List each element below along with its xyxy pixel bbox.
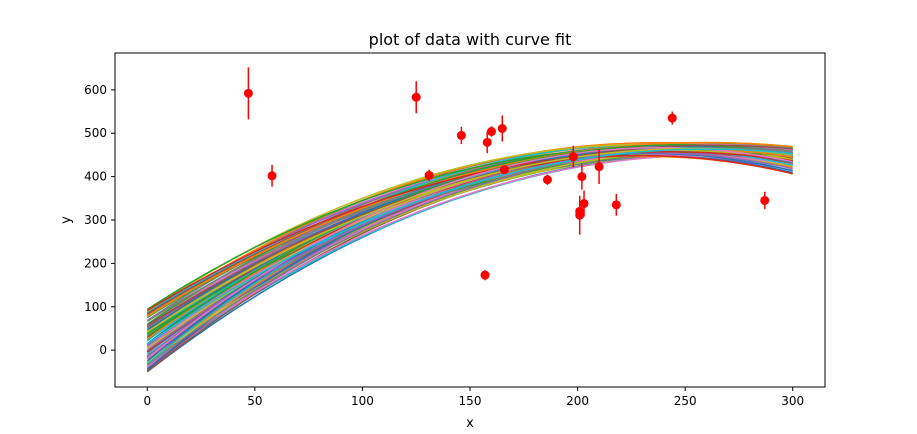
curve-fit-line [146, 151, 793, 312]
y-tick-label: 300 [84, 213, 107, 227]
chart-title: plot of data with curve fit [369, 30, 572, 49]
curve-fit-line [146, 144, 793, 327]
data-point [542, 175, 552, 185]
data-point [611, 200, 621, 210]
data-point [594, 162, 604, 172]
x-tick-label: 150 [459, 394, 482, 408]
data-point [487, 127, 497, 137]
x-tick-label: 0 [143, 394, 151, 408]
x-tick-label: 300 [781, 394, 804, 408]
curve-fit-line [146, 147, 793, 333]
x-tick-label: 100 [351, 394, 374, 408]
y-tick-label: 500 [84, 126, 107, 140]
y-tick-label: 100 [84, 300, 107, 314]
data-point [575, 206, 585, 216]
x-tick-label: 200 [566, 394, 589, 408]
data-point [482, 137, 492, 147]
x-axis-label: x [466, 416, 474, 431]
data-point [499, 165, 509, 175]
y-tick-label: 400 [84, 170, 107, 184]
curve-fit-line [146, 144, 793, 345]
data-point [577, 172, 587, 182]
data-point [480, 270, 490, 280]
curve-fit-line [146, 148, 793, 345]
x-tick-label: 250 [674, 394, 697, 408]
data-point [243, 88, 253, 98]
data-point [579, 199, 589, 209]
data-point [267, 171, 277, 181]
x-axis-ticks: 0 50 100 150 200 250 300 [143, 387, 804, 408]
data-point [760, 195, 770, 205]
y-tick-label: 200 [84, 256, 107, 270]
curve-fit-line [146, 141, 793, 317]
data-point [568, 152, 578, 162]
data-point [667, 113, 677, 123]
data-point [456, 130, 466, 140]
data-points [243, 67, 770, 281]
data-point [411, 92, 421, 102]
y-axis-label: y [59, 216, 74, 224]
data-point [424, 170, 434, 180]
curve-fit-lines [146, 141, 793, 373]
data-point [497, 123, 507, 133]
y-tick-label: 0 [99, 343, 107, 357]
y-axis-ticks: 0 100 200 300 400 500 600 [84, 83, 115, 357]
curve-fit-line [146, 154, 793, 366]
x-tick-label: 50 [247, 394, 262, 408]
y-tick-label: 600 [84, 83, 107, 97]
